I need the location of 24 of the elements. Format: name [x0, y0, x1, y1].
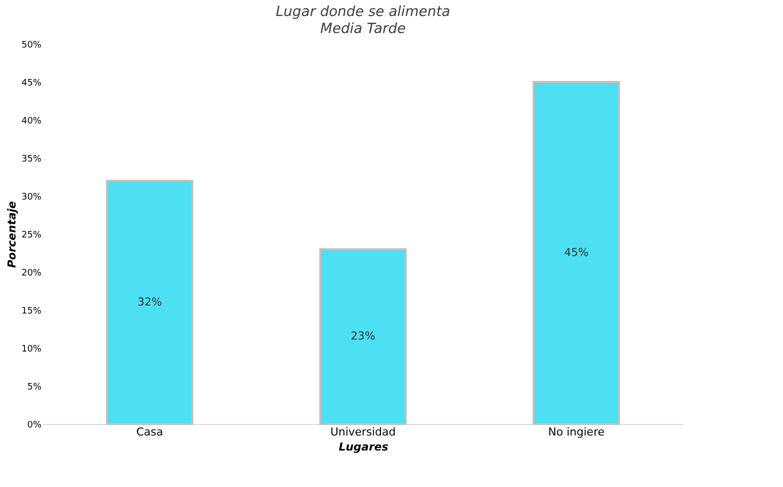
bar — [319, 248, 407, 425]
y-tick-label: 0% — [27, 420, 42, 430]
data-label: 32% — [137, 295, 162, 308]
y-tick-label: 30% — [21, 192, 42, 202]
data-label: 45% — [564, 246, 589, 259]
x-tick-label: Universidad — [330, 426, 396, 438]
y-tick-label: 5% — [27, 382, 42, 392]
x-tick-label: Casa — [136, 426, 164, 438]
y-tick-label: 10% — [21, 344, 42, 354]
y-tick-label: 50% — [21, 40, 42, 50]
chart-title: Lugar donde se alimenta — [276, 4, 450, 20]
bar — [106, 180, 194, 425]
x-axis-title: Lugares — [338, 440, 389, 454]
y-tick-label: 25% — [21, 230, 42, 240]
y-tick-label: 15% — [21, 306, 42, 316]
y-tick-label: 35% — [21, 154, 42, 164]
y-tick-label: 40% — [21, 116, 42, 126]
bar — [532, 81, 620, 425]
y-tick-label: 20% — [21, 268, 42, 278]
y-tick-label: 45% — [21, 78, 42, 88]
y-axis-title: Porcentaje — [5, 200, 18, 268]
chart-subtitle: Media Tarde — [320, 21, 406, 37]
x-tick-label: No ingiere — [548, 426, 605, 438]
data-label: 23% — [350, 330, 376, 343]
